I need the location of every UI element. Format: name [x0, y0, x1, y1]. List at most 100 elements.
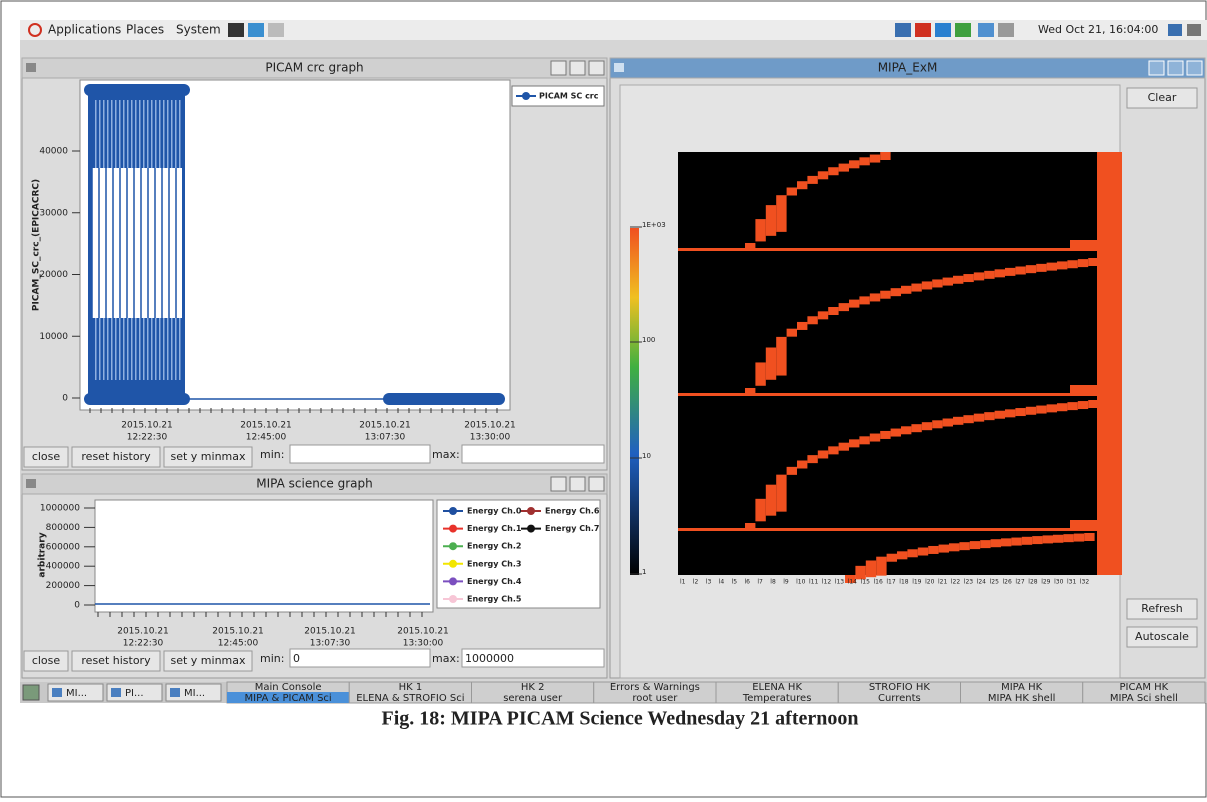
window-control[interactable]	[550, 60, 567, 76]
min-input[interactable]	[289, 444, 431, 464]
show-desktop[interactable]	[22, 684, 40, 701]
x-label: l19	[912, 579, 921, 586]
heatmap-cell	[890, 428, 901, 437]
y-axis-label: arbitrary	[38, 532, 48, 577]
heatmap-cell	[869, 433, 881, 442]
menu-item: Applications	[48, 23, 121, 37]
task-window-label: MI...	[184, 688, 205, 699]
heatmap-cell	[1042, 535, 1053, 544]
window-control[interactable]	[550, 476, 567, 492]
menu-item: System	[176, 23, 221, 37]
heatmap-cell	[797, 181, 808, 190]
window-control[interactable]	[569, 60, 586, 76]
x-label: l23	[964, 579, 973, 586]
max-input[interactable]	[461, 444, 605, 464]
x-tick-time: 13:30:00	[470, 433, 511, 443]
heatmap-cell	[1070, 520, 1097, 528]
heatmap-cell	[869, 154, 881, 163]
heatmap-cell	[776, 474, 787, 512]
tray-icon	[998, 23, 1014, 37]
heatmap-cell	[963, 415, 974, 424]
x-label: l20	[925, 579, 934, 586]
window-control[interactable]	[588, 60, 605, 76]
window-control[interactable]	[1167, 60, 1184, 76]
x-label: l22	[951, 579, 960, 586]
button[interactable]	[71, 650, 161, 672]
heatmap-cell	[869, 293, 881, 302]
button-label: reset history	[81, 654, 151, 667]
tab-top-label: Errors & Warnings	[610, 682, 700, 693]
legend-marker	[522, 92, 530, 100]
heatmap-cell	[765, 205, 777, 236]
tab-bottom-label: ELENA & STROFIO Sci	[356, 693, 464, 704]
x-label: l1	[680, 579, 686, 586]
desktop-icon	[1187, 24, 1201, 36]
min-label: min:	[260, 652, 284, 665]
heatmap-cell	[1067, 260, 1078, 269]
tab-bottom-label: serena user	[503, 693, 563, 704]
workspace-tab[interactable]	[1082, 681, 1206, 704]
heatmap-cell	[973, 413, 985, 422]
heatmap-row	[678, 528, 1097, 531]
window-control[interactable]	[1148, 60, 1165, 76]
heatmap-cell	[953, 275, 964, 284]
window-title: MIPA_ExM	[878, 61, 938, 75]
x-label: l25	[990, 579, 999, 586]
distro-logo	[28, 23, 42, 37]
button[interactable]	[163, 650, 253, 672]
x-label: l7	[757, 579, 763, 586]
button[interactable]	[1126, 626, 1198, 648]
heatmap-cell	[1032, 536, 1043, 545]
heatmap-cell	[932, 420, 943, 429]
heatmap-cell	[859, 296, 870, 305]
heatmap-cell	[1077, 259, 1089, 268]
x-label: l12	[822, 579, 831, 586]
window-control[interactable]	[1186, 60, 1203, 76]
button[interactable]	[1126, 598, 1198, 620]
x-tick-time: 12:45:00	[246, 433, 287, 443]
window-control[interactable]	[588, 476, 605, 492]
heatmap-cell	[755, 498, 766, 522]
heatmap-cell	[755, 362, 766, 386]
heatmap-cell	[973, 272, 985, 281]
window-menu-icon	[26, 479, 36, 488]
button-label: set y minmax	[170, 450, 246, 463]
heatmap-cell	[1070, 240, 1097, 248]
heatmap-cell	[817, 450, 829, 459]
heatmap-cell	[917, 547, 929, 556]
heatmap-cell	[901, 426, 912, 435]
tab-bottom-label: root user	[632, 693, 678, 704]
heatmap-cell	[942, 277, 953, 286]
min-input[interactable]	[289, 648, 431, 668]
y-tick-label: 600000	[46, 542, 81, 552]
x-label: l11	[809, 579, 818, 586]
heatmap-cell	[786, 328, 797, 337]
button-label: Refresh	[1141, 602, 1183, 615]
button-label: Clear	[1148, 91, 1177, 104]
max-input[interactable]	[461, 648, 605, 668]
x-label: l9	[783, 579, 789, 586]
title-bar	[609, 57, 1206, 79]
panel-icon	[248, 23, 264, 37]
button[interactable]	[23, 446, 69, 468]
heatmap-cell	[1088, 400, 1099, 408]
heatmap-cell	[932, 279, 943, 288]
tray-icon	[915, 23, 931, 37]
button[interactable]	[1126, 87, 1198, 109]
heatmap-cell	[984, 270, 995, 279]
legend-marker	[449, 542, 457, 551]
x-tick-date: 2015.10.21	[304, 627, 356, 637]
x-label: l14	[848, 579, 857, 586]
button[interactable]	[23, 650, 69, 672]
button[interactable]	[71, 446, 161, 468]
heatmap-cell	[1036, 405, 1047, 414]
heatmap-cell	[1067, 402, 1078, 411]
window-control[interactable]	[569, 476, 586, 492]
x-label: l6	[745, 579, 751, 586]
heatmap-cell	[845, 575, 856, 583]
tray-icon	[935, 23, 951, 37]
tab-top-label: ELENA HK	[752, 682, 802, 693]
heatmap-column	[1097, 152, 1122, 575]
button[interactable]	[163, 446, 253, 468]
legend-marker	[527, 507, 535, 515]
